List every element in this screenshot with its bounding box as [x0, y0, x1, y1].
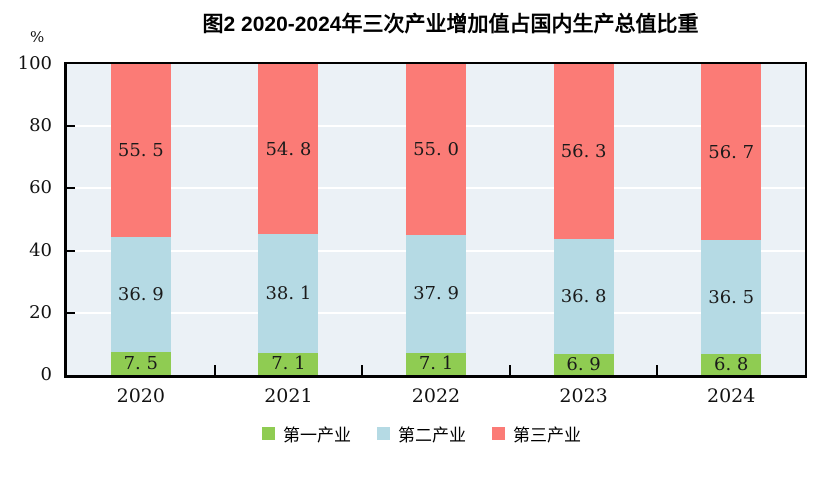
bar-segment-第二产业-2022: 37. 9: [406, 235, 466, 353]
chart-title: 图2 2020-2024年三次产业增加值占国内生产总值比重: [202, 13, 699, 36]
x-axis-tick: [656, 365, 659, 375]
bar-segment-第三产业-2024: 56. 7: [701, 64, 762, 241]
y-axis-label-40: 40: [29, 239, 52, 261]
bar-value-label: 55. 5: [117, 140, 164, 162]
bar-segment-第三产业-2020: 55. 5: [110, 64, 171, 237]
bar-segment-第一产业-2024: 6. 8: [701, 353, 762, 375]
bar-value-label: 37. 9: [413, 283, 459, 305]
y-axis-tick-60: [67, 187, 75, 190]
bar-segment-第二产业-2020: 36. 9: [110, 236, 171, 352]
bar-segment-第一产业-2023: 6. 9: [553, 353, 614, 375]
bar-value-label: 36. 9: [117, 283, 164, 305]
legend-item-tertiary-industry: 第三产业: [492, 421, 581, 446]
bar-value-label: 7. 1: [271, 353, 306, 375]
legend-item-secondary-industry: 第二产业: [377, 421, 466, 446]
legend-label-primary: 第一产业: [283, 426, 351, 445]
bar-segment-第一产业-2021: 7. 1: [258, 352, 319, 375]
bar-value-label: 54. 8: [265, 138, 312, 160]
bar-segment-第三产业-2022: 55. 0: [406, 64, 466, 236]
y-axis-label-100: 100: [17, 53, 52, 74]
x-axis-tick: [213, 365, 216, 375]
bar-segment-第一产业-2020: 7. 5: [110, 351, 171, 375]
plot-area: 7. 5 36. 9 55. 5 7. 1 38. 1 54. 8 7. 1 37. 9 55.…: [64, 62, 807, 378]
bar-value-label: 38. 1: [265, 283, 312, 305]
x-axis-tick: [361, 365, 364, 375]
legend-swatch-tertiary: [492, 427, 505, 440]
x-axis-label-2024: 2024: [707, 385, 756, 407]
bar-segment-第三产业-2023: 56. 3: [553, 64, 614, 240]
bar-value-label: 55. 0: [413, 139, 459, 161]
bar-value-label: 7. 1: [418, 353, 454, 375]
y-axis-tick-80: [67, 125, 75, 128]
bar-segment-第二产业-2023: 36. 8: [553, 239, 614, 354]
bar-segment-第二产业-2024: 36. 5: [701, 240, 762, 354]
y-axis-label-20: 20: [29, 301, 52, 323]
x-axis-label-2021: 2021: [264, 385, 313, 407]
legend-label-secondary: 第二产业: [398, 426, 466, 445]
y-axis-tick-20: [67, 311, 75, 314]
bar-value-label: 7. 5: [123, 352, 158, 374]
bar-value-label: 56. 7: [708, 141, 755, 163]
bar-segment-第一产业-2022: 7. 1: [406, 352, 466, 375]
bar-value-label: 6. 9: [566, 353, 601, 375]
legend-item-primary-industry: 第一产业: [262, 421, 351, 446]
y-axis-label-80: 80: [29, 115, 52, 137]
x-axis-label-2020: 2020: [116, 385, 165, 407]
bar-segment-第二产业-2021: 38. 1: [258, 234, 319, 353]
legend-swatch-secondary: [377, 427, 390, 440]
bar-value-label: 36. 5: [708, 286, 755, 308]
y-axis-tick-40: [67, 249, 75, 252]
bar-value-label: 6. 8: [714, 353, 749, 375]
y-axis-unit-label: %: [30, 28, 45, 46]
y-axis-label-0: 0: [40, 364, 52, 385]
bar-value-label: 36. 8: [560, 285, 607, 307]
legend: 第一产业 第二产业 第三产业: [50, 421, 793, 446]
legend-swatch-primary: [262, 427, 275, 440]
y-axis-label-60: 60: [29, 177, 52, 199]
x-axis-tick: [508, 365, 511, 375]
bar-value-label: 56. 3: [560, 141, 607, 163]
x-axis-label-2022: 2022: [411, 385, 461, 407]
x-axis-label-2023: 2023: [559, 385, 608, 407]
legend-label-tertiary: 第三产业: [513, 426, 581, 445]
bar-segment-第三产业-2021: 54. 8: [258, 64, 319, 235]
